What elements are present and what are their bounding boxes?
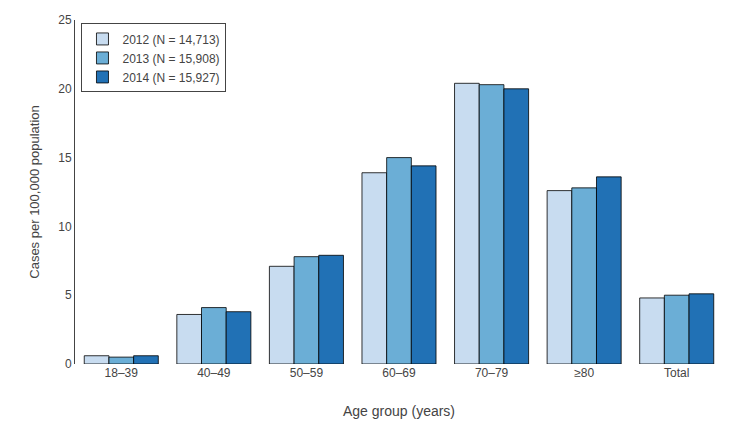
svg-text:70–79: 70–79 [475,366,509,380]
svg-text:Cases per 100,000 population: Cases per 100,000 population [27,105,42,278]
svg-text:60–69: 60–69 [382,366,416,380]
svg-text:2014 (N = 15,927): 2014 (N = 15,927) [122,71,219,85]
svg-text:2012 (N = 14,713): 2012 (N = 14,713) [122,33,219,47]
svg-text:Total: Total [664,366,689,380]
svg-text:5: 5 [65,288,72,302]
svg-text:10: 10 [58,220,72,234]
svg-text:2013 (N = 15,908): 2013 (N = 15,908) [122,52,219,66]
svg-text:18–39: 18–39 [105,366,139,380]
svg-text:≥80: ≥80 [574,366,594,380]
svg-text:40–49: 40–49 [197,366,231,380]
svg-text:15: 15 [58,151,72,165]
svg-text:50–59: 50–59 [290,366,324,380]
svg-text:Age group (years): Age group (years) [343,403,455,419]
svg-text:20: 20 [58,82,72,96]
svg-text:25: 25 [58,13,72,27]
svg-text:0: 0 [65,357,72,371]
